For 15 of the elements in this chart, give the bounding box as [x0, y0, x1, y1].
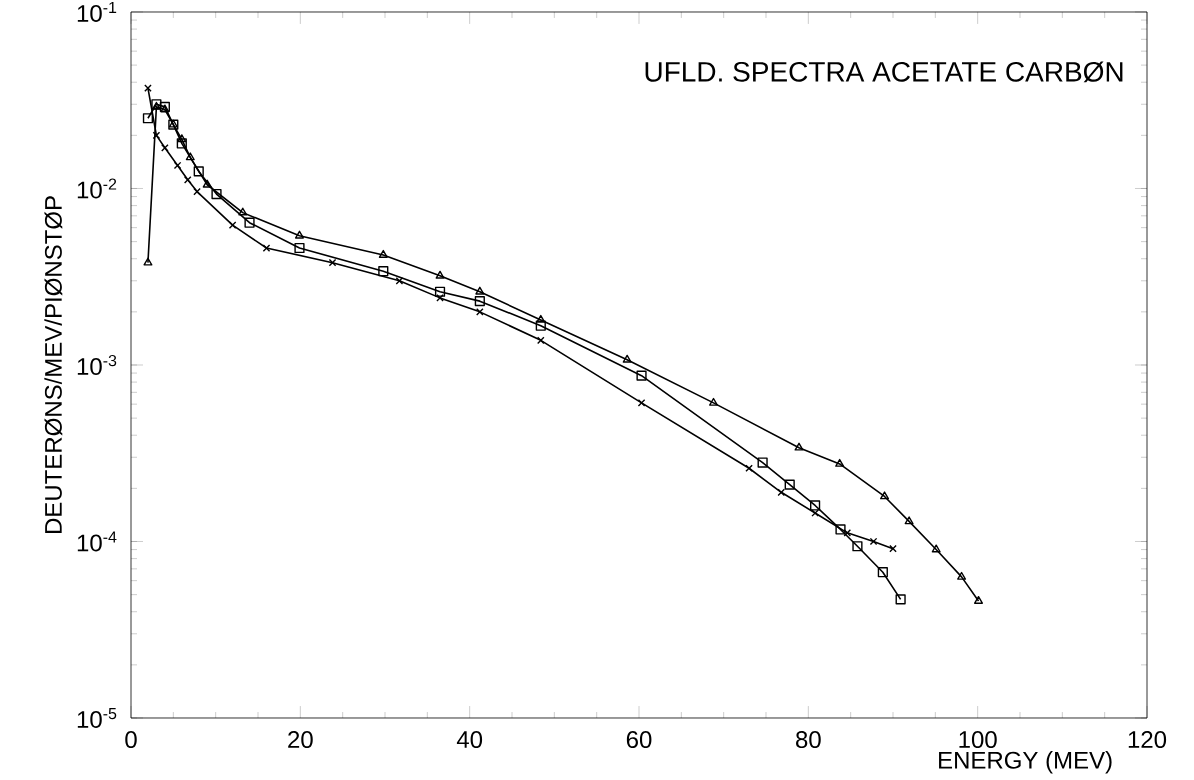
- x-tick-label: 0: [125, 731, 137, 749]
- y-axis-title: DEUTERØNS/MEV/PIØNSTØP: [44, 196, 63, 534]
- y-tick-label: 10$^{-4}$: [77, 531, 117, 552]
- x-tick-label: 80: [796, 731, 821, 749]
- text: UFLD. SPECTRA ACETATE CARBØN: [645, 61, 1123, 83]
- x-tick-label: 40: [456, 731, 483, 749]
- x-tick-label: 20: [288, 731, 313, 749]
- x-axis-title: ENERGY (MEV): [939, 751, 1112, 774]
- x-tick-label: 60: [626, 731, 652, 749]
- y-tick-label: 10$^{-3}$: [77, 354, 117, 376]
- x-tick-label: 100: [959, 731, 997, 749]
- y-tick-label: 10$^{-2}$: [77, 178, 117, 199]
- y-tick-label: 10$^{-5}$: [77, 708, 117, 728]
- y-tick-label: 10$^{-1}$: [77, 2, 117, 22]
- x-tick-label: 120: [1128, 731, 1167, 749]
